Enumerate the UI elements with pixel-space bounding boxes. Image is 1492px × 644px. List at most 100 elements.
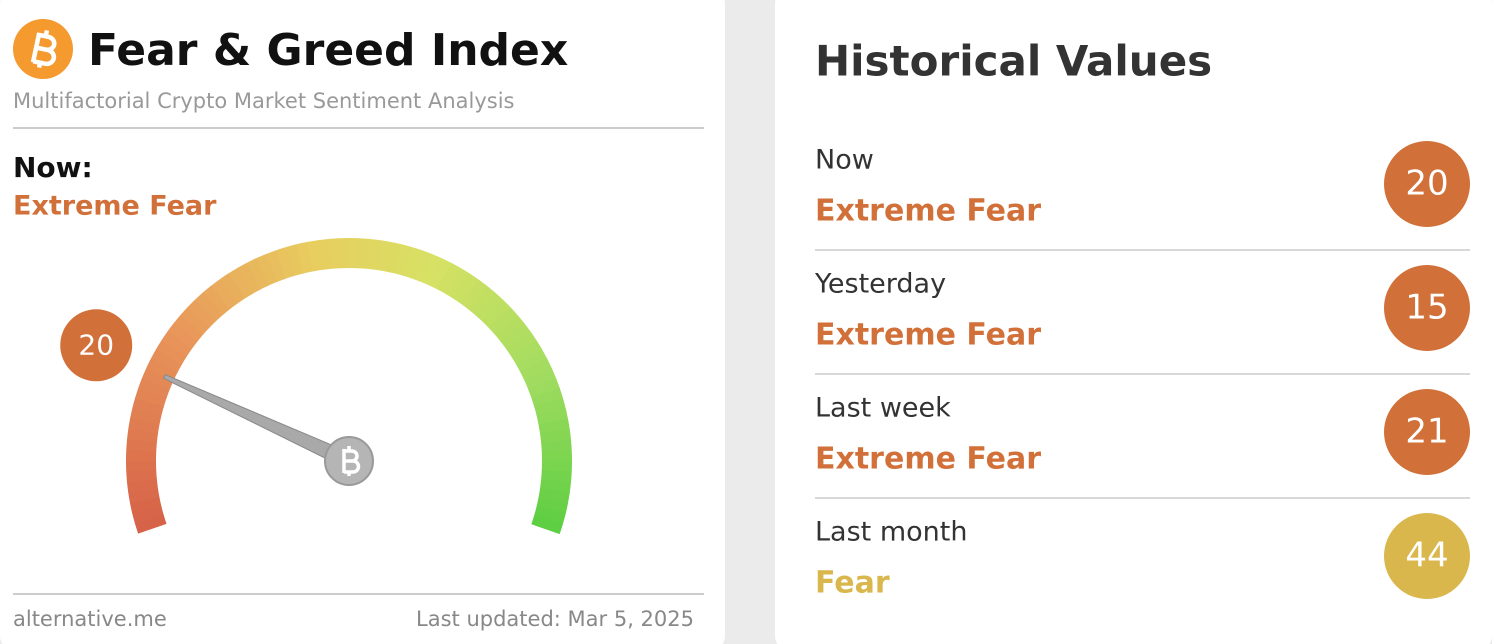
gauge: 20 bbox=[60, 237, 573, 535]
row-classification: Fear bbox=[815, 566, 890, 601]
gauge-arc-segment bbox=[541, 469, 572, 483]
gauge-arc-segment bbox=[128, 418, 160, 434]
row-classification: Extreme Fear bbox=[815, 442, 1041, 477]
row-value: 21 bbox=[1405, 412, 1448, 452]
gauge-arc-segment bbox=[475, 292, 504, 322]
gauge-arc-segment bbox=[276, 246, 296, 279]
gauge-value: 20 bbox=[78, 328, 114, 361]
gauge-arc-segment bbox=[538, 488, 570, 504]
gauge-arc-segment bbox=[506, 331, 537, 357]
last-updated: Last updated: Mar 5, 2025 bbox=[416, 607, 694, 631]
gauge-arc-segment bbox=[534, 397, 566, 416]
gauge-arc-segment bbox=[132, 505, 164, 524]
gauge-arc-segment bbox=[142, 367, 174, 390]
gauge-arc-segment bbox=[237, 262, 262, 294]
row-value: 44 bbox=[1405, 536, 1448, 576]
gauge-arc-segment bbox=[266, 250, 287, 282]
gauge-arc-segment bbox=[511, 340, 543, 365]
gauge-arc-segment bbox=[327, 238, 341, 269]
gauge-arc-segment bbox=[306, 240, 323, 272]
gauge-arc-segment bbox=[420, 253, 443, 286]
gauge-arc-segment bbox=[167, 322, 198, 349]
gauge-arc-segment bbox=[146, 358, 178, 381]
gauge-arc-segment bbox=[173, 314, 204, 342]
history-title: Historical Values bbox=[815, 37, 1212, 86]
row-value-badge bbox=[1384, 389, 1470, 475]
gauge-arc-segment bbox=[135, 387, 167, 407]
gauge-arc-segment bbox=[403, 247, 423, 279]
row-value-badge bbox=[1384, 265, 1470, 351]
title: Fear & Greed Index bbox=[88, 25, 568, 76]
gauge-arc-segment bbox=[376, 240, 392, 272]
gauge-arc-segment bbox=[528, 377, 560, 399]
gauge-hub-logo bbox=[342, 446, 361, 476]
gauge-arc-segment bbox=[500, 323, 531, 350]
gauge-arc-segment bbox=[516, 349, 548, 373]
gauge-arc-segment bbox=[286, 244, 305, 276]
row-classification: Extreme Fear bbox=[815, 194, 1041, 229]
gauge-arc-segment bbox=[453, 273, 479, 305]
gauge-arc-segment bbox=[538, 418, 570, 434]
gauge-arc-segment bbox=[358, 238, 371, 269]
gauge-arc-segment bbox=[437, 262, 461, 295]
gauge-arc-segment bbox=[494, 314, 525, 343]
gauge-arc-segment bbox=[195, 292, 224, 322]
gauge-arc-segment bbox=[317, 238, 332, 270]
row-label: Now bbox=[815, 145, 874, 176]
gauge-arc-segment bbox=[385, 242, 403, 274]
gauge-arc-segment bbox=[130, 407, 162, 425]
gauge-arc-segment bbox=[488, 307, 518, 335]
gauge-arc-segment bbox=[531, 515, 564, 535]
gauge-arc-segment bbox=[219, 273, 246, 304]
gauge-arc-segment bbox=[126, 439, 157, 452]
gauge-arc-segment bbox=[520, 358, 552, 382]
classification: Extreme Fear bbox=[13, 191, 217, 222]
source: alternative.me bbox=[13, 607, 167, 631]
gauge-arc-segment bbox=[228, 267, 254, 299]
gauge-arc-segment bbox=[211, 278, 238, 310]
row-value-badge bbox=[1384, 513, 1470, 599]
gauge-arc-segment bbox=[445, 267, 470, 299]
gauge-arc-segment bbox=[524, 368, 557, 390]
row-value: 20 bbox=[1405, 164, 1448, 204]
gauge-arc-segment bbox=[536, 408, 569, 425]
gauge-arc-segment bbox=[138, 377, 171, 398]
gauge-arc-segment bbox=[460, 279, 488, 310]
gauge-arc-segment bbox=[394, 244, 413, 276]
gauge-arc-segment bbox=[468, 285, 496, 316]
row-value: 15 bbox=[1405, 288, 1448, 328]
history-list: Now Extreme Fear 20 Yesterday Extreme Fear 15… bbox=[814, 141, 1470, 601]
gauge-arc-segment bbox=[187, 299, 217, 328]
gauge-arc-segment bbox=[134, 514, 167, 534]
gauge-arc-segment bbox=[129, 496, 162, 514]
gauge-arc-segment bbox=[531, 387, 564, 407]
row-label: Last month bbox=[815, 517, 967, 548]
row-classification: Extreme Fear bbox=[815, 318, 1041, 353]
gauge-arc-segment bbox=[203, 285, 231, 316]
right-card bbox=[775, 0, 1492, 644]
now-label: Now: bbox=[13, 151, 93, 184]
bitcoin-logo bbox=[13, 19, 73, 79]
gauge-arc-segment bbox=[482, 299, 511, 329]
gauge-arc-segment bbox=[411, 250, 433, 283]
gauge-arc-segment bbox=[541, 439, 572, 453]
gauge-arc-segment bbox=[180, 306, 210, 335]
subtitle: Multifactorial Crypto Market Sentiment A… bbox=[13, 89, 515, 113]
gauge-arc-segment bbox=[367, 239, 382, 271]
gauge-arc-segment bbox=[539, 478, 572, 493]
row-value-badge bbox=[1384, 141, 1470, 227]
row-label: Last week bbox=[815, 393, 951, 424]
gauge-arc-segment bbox=[429, 258, 452, 290]
gauge-arc-segment bbox=[127, 428, 159, 443]
gauge-arc-segment bbox=[126, 478, 158, 493]
gauge-arc-segment bbox=[150, 348, 183, 373]
row-label: Yesterday bbox=[814, 269, 946, 300]
gauge-arc-segment bbox=[126, 469, 157, 482]
gauge-arc-segment bbox=[534, 506, 566, 525]
gauge-arc-segment bbox=[536, 497, 569, 514]
gauge-arc-segment bbox=[296, 241, 314, 274]
gauge-arc-segment bbox=[539, 429, 572, 443]
gauge-arc-segment bbox=[246, 257, 270, 290]
